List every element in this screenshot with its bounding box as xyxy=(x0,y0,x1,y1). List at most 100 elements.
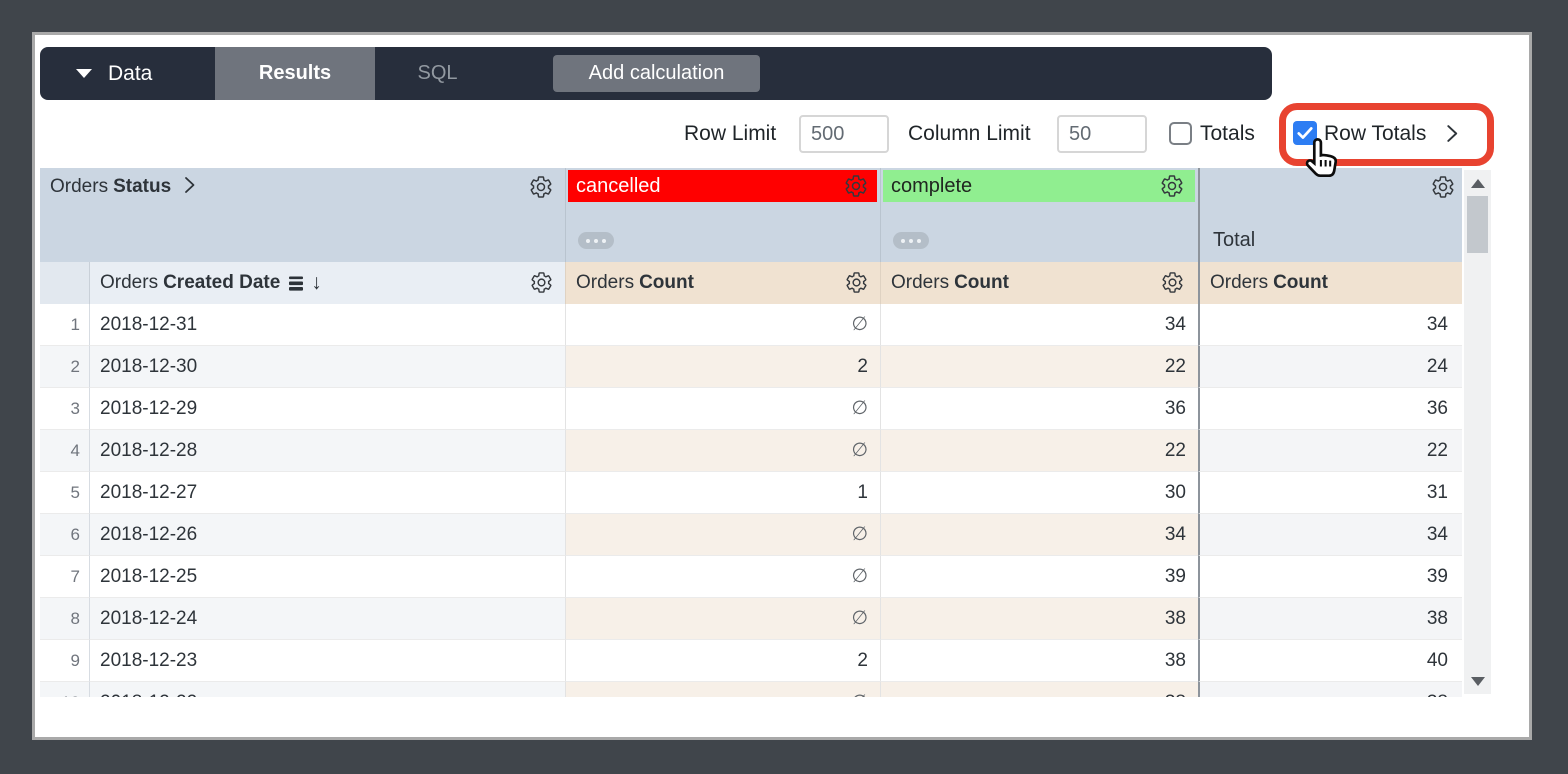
gear-icon[interactable] xyxy=(844,174,868,198)
cell-count-complete[interactable]: 38 xyxy=(880,640,1198,682)
table-row[interactable]: 3 2018-12-29 ∅ 36 36 xyxy=(40,388,1462,430)
chevron-right-icon[interactable] xyxy=(1446,124,1459,143)
cell-created-date[interactable]: 2018-12-28 xyxy=(90,430,565,472)
table-row[interactable]: 7 2018-12-25 ∅ 39 39 xyxy=(40,556,1462,598)
cell-count-cancelled[interactable]: ∅ xyxy=(565,556,880,598)
cell-created-date[interactable]: 2018-12-26 xyxy=(90,514,565,556)
gear-icon[interactable] xyxy=(1160,174,1184,198)
cell-count-cancelled[interactable]: 2 xyxy=(565,640,880,682)
cell-count-complete[interactable]: 38 xyxy=(880,682,1198,697)
cell-count-complete[interactable]: 30 xyxy=(880,472,1198,514)
cell-created-date[interactable]: 2018-12-22 xyxy=(90,682,565,697)
table-row[interactable]: 9 2018-12-23 2 38 40 xyxy=(40,640,1462,682)
cell-count-complete[interactable]: 22 xyxy=(880,430,1198,472)
measure-header-count-total[interactable]: Orders Count xyxy=(1198,262,1462,304)
data-section-label: Data xyxy=(108,61,153,85)
gear-icon[interactable] xyxy=(1161,271,1184,294)
totals-checkbox[interactable] xyxy=(1169,122,1192,145)
cell-row-total[interactable]: 34 xyxy=(1198,514,1462,556)
cell-count-complete[interactable]: 36 xyxy=(880,388,1198,430)
row-totals-label: Row Totals xyxy=(1324,122,1427,145)
gear-icon[interactable] xyxy=(845,271,868,294)
row-total-header: Total xyxy=(1198,168,1462,262)
results-table: Orders Status cancelled complete Total xyxy=(40,168,1462,697)
cell-count-complete[interactable]: 38 xyxy=(880,598,1198,640)
cell-created-date[interactable]: 2018-12-27 xyxy=(90,472,565,514)
pivot-field-header[interactable]: Orders Status xyxy=(40,168,565,262)
cell-count-complete[interactable]: 22 xyxy=(880,346,1198,388)
row-number: 5 xyxy=(40,472,90,514)
row-number: 4 xyxy=(40,430,90,472)
cell-row-total[interactable]: 39 xyxy=(1198,556,1462,598)
more-options-pill[interactable] xyxy=(893,232,929,249)
cell-count-complete[interactable]: 34 xyxy=(880,514,1198,556)
pivot-header-row: Orders Status cancelled complete Total xyxy=(40,168,1462,262)
cell-count-cancelled[interactable]: ∅ xyxy=(565,598,880,640)
table-row[interactable]: 6 2018-12-26 ∅ 34 34 xyxy=(40,514,1462,556)
cell-created-date[interactable]: 2018-12-31 xyxy=(90,304,565,346)
sort-descending-icon: ↓ xyxy=(311,271,322,294)
column-limit-label: Column Limit xyxy=(908,122,1031,145)
measure-header-count-cancelled[interactable]: Orders Count xyxy=(565,262,880,304)
cell-row-total[interactable]: 40 xyxy=(1198,640,1462,682)
row-number: 7 xyxy=(40,556,90,598)
cell-created-date[interactable]: 2018-12-25 xyxy=(90,556,565,598)
gear-icon[interactable] xyxy=(1431,175,1455,199)
cell-count-complete[interactable]: 39 xyxy=(880,556,1198,598)
row-number: 3 xyxy=(40,388,90,430)
cell-count-cancelled[interactable]: ∅ xyxy=(565,430,880,472)
row-number: 10 xyxy=(40,682,90,697)
cell-row-total[interactable]: 24 xyxy=(1198,346,1462,388)
row-totals-checkbox[interactable] xyxy=(1293,121,1317,145)
row-limit-input[interactable] xyxy=(799,115,889,153)
cell-count-cancelled[interactable]: 2 xyxy=(565,346,880,388)
cell-count-cancelled[interactable]: 1 xyxy=(565,472,880,514)
scroll-up-arrow[interactable] xyxy=(1464,174,1491,192)
add-calculation-button[interactable]: Add calculation xyxy=(553,55,760,92)
cell-count-cancelled[interactable]: ∅ xyxy=(565,514,880,556)
data-dropdown[interactable]: Data xyxy=(40,47,215,100)
gear-icon[interactable] xyxy=(530,271,553,294)
table-row[interactable]: 10 2018-12-22 ∅ 38 38 xyxy=(40,682,1462,697)
cell-count-cancelled[interactable]: ∅ xyxy=(565,388,880,430)
vertical-scrollbar[interactable] xyxy=(1464,170,1491,694)
cell-created-date[interactable]: 2018-12-23 xyxy=(90,640,565,682)
scroll-down-arrow[interactable] xyxy=(1464,672,1491,690)
cell-created-date[interactable]: 2018-12-30 xyxy=(90,346,565,388)
cell-count-cancelled[interactable]: ∅ xyxy=(565,682,880,697)
tab-results[interactable]: Results xyxy=(215,47,375,100)
cell-created-date[interactable]: 2018-12-24 xyxy=(90,598,565,640)
gear-icon[interactable] xyxy=(529,175,553,199)
cell-row-total[interactable]: 38 xyxy=(1198,682,1462,697)
column-limit-input[interactable] xyxy=(1057,115,1147,153)
table-row[interactable]: 4 2018-12-28 ∅ 22 22 xyxy=(40,430,1462,472)
table-row[interactable]: 2 2018-12-30 2 22 24 xyxy=(40,346,1462,388)
table-row[interactable]: 5 2018-12-27 1 30 31 xyxy=(40,472,1462,514)
tab-sql[interactable]: SQL xyxy=(417,62,458,84)
field-header-row: Orders Created Date ↓ Orders Count Orders C… xyxy=(40,262,1462,304)
cell-row-total[interactable]: 36 xyxy=(1198,388,1462,430)
table-row[interactable]: 1 2018-12-31 ∅ 34 34 xyxy=(40,304,1462,346)
row-number-gutter-header xyxy=(40,262,90,304)
cell-count-cancelled[interactable]: ∅ xyxy=(565,304,880,346)
cell-row-total[interactable]: 31 xyxy=(1198,472,1462,514)
cell-row-total[interactable]: 38 xyxy=(1198,598,1462,640)
pivot-value-cancelled-header[interactable]: cancelled xyxy=(565,168,880,262)
pivot-value-complete-header[interactable]: complete xyxy=(880,168,1198,262)
measure-header-count-complete[interactable]: Orders Count xyxy=(880,262,1198,304)
row-number: 1 xyxy=(40,304,90,346)
dimension-header-created-date[interactable]: Orders Created Date ↓ xyxy=(90,262,565,304)
cell-row-total[interactable]: 22 xyxy=(1198,430,1462,472)
cell-row-total[interactable]: 34 xyxy=(1198,304,1462,346)
cell-created-date[interactable]: 2018-12-29 xyxy=(90,388,565,430)
chevron-right-icon xyxy=(185,177,195,193)
pivot-value-bar: complete xyxy=(883,170,1195,202)
row-number: 2 xyxy=(40,346,90,388)
row-number: 8 xyxy=(40,598,90,640)
scrollbar-thumb[interactable] xyxy=(1467,196,1488,253)
more-options-pill[interactable] xyxy=(578,232,614,249)
table-row[interactable]: 8 2018-12-24 ∅ 38 38 xyxy=(40,598,1462,640)
cell-count-complete[interactable]: 34 xyxy=(880,304,1198,346)
chevron-down-icon xyxy=(76,69,92,78)
